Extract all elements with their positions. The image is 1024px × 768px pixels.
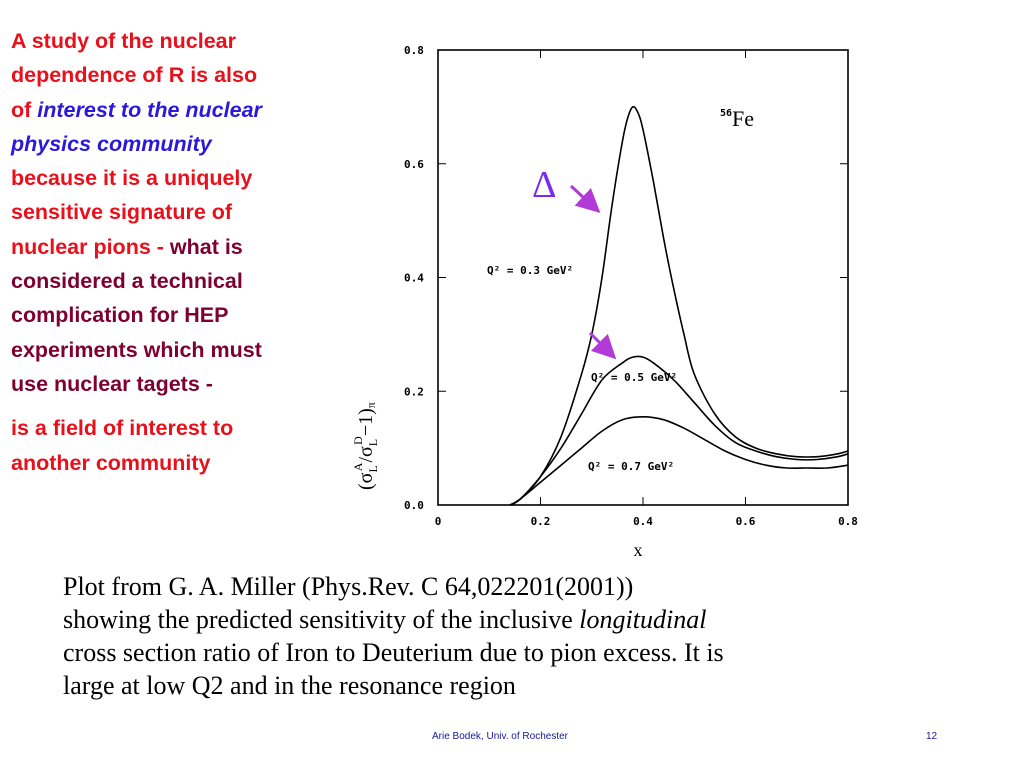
caption-emphasis: longitudinal xyxy=(579,605,707,634)
text-emphasis: interest to the nuclear xyxy=(37,97,262,122)
delta-symbol: Δ xyxy=(532,164,556,206)
text-line: dependence of R is also xyxy=(11,63,258,88)
y-axis-title: (σLA/σLD−1)π xyxy=(351,402,380,490)
caption-line: large at low Q2 and in the resonance reg… xyxy=(63,671,516,700)
curve-labels: Q² = 0.3 GeV² Q² = 0.5 GeV² Q² = 0.7 GeV² xyxy=(487,264,677,473)
series-line xyxy=(509,105,849,506)
caption-line: Plot from G. A. Miller (Phys.Rev. C 64,0… xyxy=(63,572,634,601)
footer-credit: Arie Bodek, Univ. of Rochester xyxy=(432,731,568,742)
text-line: use nuclear tagets - xyxy=(11,371,213,396)
text-line: A study of the nuclear xyxy=(11,29,236,53)
page-number: 12 xyxy=(926,731,938,742)
curve-label: Q² = 0.5 GeV² xyxy=(591,371,677,384)
figure-caption: Plot from G. A. Miller (Phys.Rev. C 64,0… xyxy=(63,570,1013,702)
x-tick-label: 0.2 xyxy=(531,515,551,528)
y-tick-label: 0.6 xyxy=(404,158,424,171)
text-line: another community xyxy=(11,450,211,475)
x-tick-label: 0.8 xyxy=(838,515,858,528)
text-line: is a field of interest to xyxy=(11,416,234,441)
text-line: of xyxy=(11,97,38,122)
text-line: what is xyxy=(169,234,243,259)
y-tick-label: 0.4 xyxy=(404,272,424,285)
caption-line: showing the predicted sensitivity of the… xyxy=(63,605,580,634)
caption-line: cross section ratio of Iron to Deuterium… xyxy=(63,638,724,667)
series-line xyxy=(509,415,849,506)
text-line: considered a technical xyxy=(11,269,243,294)
curve-label: Q² = 0.3 GeV² xyxy=(487,264,573,277)
x-tick-label: 0 xyxy=(435,515,442,528)
x-tick-label: 0.4 xyxy=(633,515,653,528)
y-tick-label: 0.0 xyxy=(404,499,424,512)
curve-label: Q² = 0.7 GeV² xyxy=(588,460,674,473)
commentary-text: A study of the nuclear dependence of R i… xyxy=(11,24,356,480)
text-line: complication for HEP xyxy=(11,303,229,328)
plot-frame xyxy=(437,49,849,506)
text-line: sensitive signature of xyxy=(11,200,233,225)
y-tick-label: 0.2 xyxy=(404,385,424,398)
text-line: nuclear pions - xyxy=(11,234,170,259)
text-emphasis: physics community xyxy=(11,131,212,156)
curves xyxy=(509,105,849,506)
x-tick-label: 0.6 xyxy=(736,515,756,528)
nucleus-label: 56Fe xyxy=(720,106,754,131)
axis-ticks: 0 0.2 0.4 0.6 0.8 0.0 0.2 0.4 0.6 0.8 xyxy=(404,44,858,528)
x-axis-title: x xyxy=(634,540,643,560)
arrow-icon xyxy=(588,331,617,360)
text-line: because it is a uniquely xyxy=(11,166,253,191)
text-line: experiments which must xyxy=(11,337,262,362)
y-tick-label: 0.8 xyxy=(404,44,424,57)
series-line xyxy=(509,355,849,506)
arrow-icon xyxy=(569,184,601,214)
